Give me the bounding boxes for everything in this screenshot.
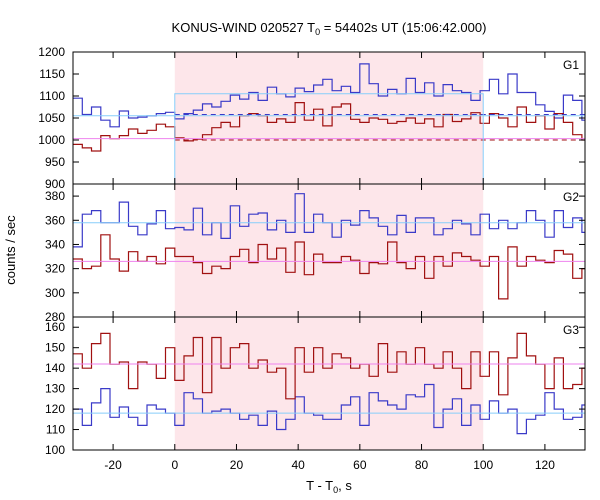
highlight-interval bbox=[174, 52, 484, 184]
x-tick-label: -20 bbox=[104, 458, 122, 472]
y-tick-label: 160 bbox=[45, 320, 65, 334]
x-tick-label: 120 bbox=[535, 458, 555, 472]
y-tick-label: 1150 bbox=[39, 67, 65, 81]
panel-g3: 100 110 120 130 140 150 160 G3 bbox=[45, 316, 586, 457]
y-tick-label: 280 bbox=[45, 310, 65, 324]
panel-g2: 280 300 320 340 360 380 G2 bbox=[45, 183, 586, 324]
series-light_blue-box bbox=[174, 93, 484, 184]
chart-title-sub: 0 bbox=[315, 27, 320, 37]
y-tick-label: 1100 bbox=[39, 89, 65, 103]
panel-data-group bbox=[73, 63, 585, 184]
y-tick-label: 950 bbox=[45, 155, 65, 169]
x-tick-label: 80 bbox=[415, 458, 429, 472]
y-tick-label: 120 bbox=[45, 402, 65, 416]
chart-panels: 90095010001050110011501200G1280300320340… bbox=[38, 45, 586, 472]
panel-data-group bbox=[73, 193, 585, 300]
panel-frame bbox=[72, 316, 586, 451]
x-axis-label: T - T0, s bbox=[306, 478, 352, 495]
series-red-histogram bbox=[73, 234, 585, 300]
y-axis-label: counts / sec bbox=[3, 215, 18, 285]
panel-label: G2 bbox=[563, 190, 579, 204]
panel-label: G3 bbox=[563, 323, 579, 337]
y-tick-label: 1050 bbox=[38, 111, 65, 125]
x-tick-label: 0 bbox=[171, 458, 178, 472]
y-tick-label: 110 bbox=[46, 423, 65, 437]
x-tick-label: 100 bbox=[473, 458, 493, 472]
y-tick-label: 1000 bbox=[38, 133, 65, 147]
x-axis-label-prefix: T - T bbox=[306, 478, 333, 493]
x-tick-label: 40 bbox=[291, 458, 305, 472]
x-axis-label-suffix: , s bbox=[338, 478, 352, 493]
y-tick-label: 150 bbox=[45, 341, 65, 355]
chart-title-suffix: = 54402s UT (15:06:42.000) bbox=[320, 20, 486, 35]
y-tick-label: 100 bbox=[45, 443, 65, 457]
y-tick-label: 900 bbox=[45, 177, 65, 191]
chart-title-prefix: KONUS-WIND 020527 T bbox=[172, 20, 316, 35]
y-tick-label: 340 bbox=[45, 237, 65, 251]
highlight-interval bbox=[174, 184, 484, 317]
series-blue-histogram bbox=[73, 193, 585, 248]
x-axis-label-sub: 0 bbox=[333, 485, 338, 495]
y-tick-label: 300 bbox=[45, 286, 65, 300]
y-tick-label: 360 bbox=[45, 213, 65, 227]
panel-g1: 900 950 1000 1050 1100 1150 1200 G1 bbox=[38, 45, 586, 191]
panel-data-group bbox=[73, 332, 585, 435]
y-tick-label: 380 bbox=[45, 189, 65, 203]
series-red-histogram bbox=[73, 102, 585, 152]
panel-label: G1 bbox=[563, 58, 579, 72]
y-tick-label: 140 bbox=[45, 361, 65, 375]
chart-title: KONUS-WIND 020527 T0 = 54402s UT (15:06:… bbox=[172, 20, 487, 37]
y-tick-label: 320 bbox=[45, 262, 65, 276]
x-tick-label: 60 bbox=[353, 458, 367, 472]
y-tick-label: 130 bbox=[45, 382, 65, 396]
highlight-interval bbox=[174, 317, 484, 450]
y-tick-label: 1200 bbox=[38, 45, 65, 59]
x-tick-label: 20 bbox=[230, 458, 244, 472]
